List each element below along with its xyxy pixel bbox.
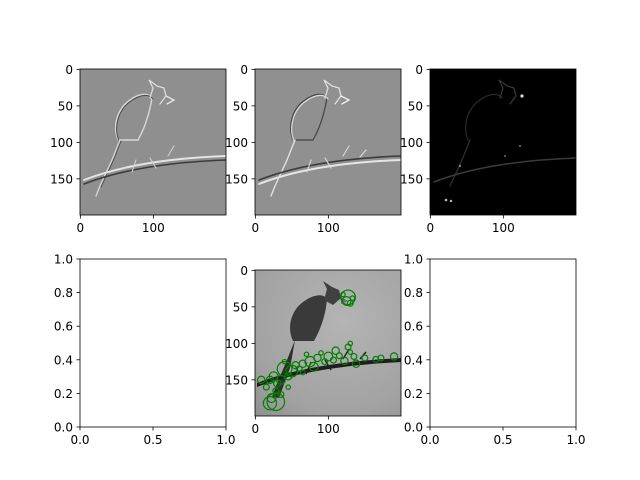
y-tick-label: 0: [415, 63, 423, 77]
y-tick-label: 100: [225, 337, 248, 351]
axes-frame-empty-left: [79, 258, 227, 428]
keypoint-circle: [341, 296, 352, 307]
keypoint-circle: [389, 352, 399, 361]
y-tick-label: 0.2: [54, 387, 73, 401]
y-tick-label: 0.0: [54, 421, 73, 435]
keypoint-circle: [256, 375, 266, 385]
keypoint-circle: [340, 356, 349, 366]
keypoint-circle: [321, 358, 329, 366]
keypoint-circle: [272, 387, 280, 395]
edge-response-bird: [433, 79, 576, 203]
x-tick-label: 0: [252, 422, 260, 436]
keypoint-circle: [300, 369, 306, 376]
y-tick-label: 0: [240, 264, 248, 278]
keypoint-circle: [273, 379, 282, 388]
x-tick-label: 1.0: [566, 433, 585, 447]
keypoint-circle: [303, 351, 310, 358]
y-tick-label: 1.0: [404, 253, 423, 267]
y-tick-label: 100: [50, 136, 73, 150]
axes-frame-empty-right: [429, 258, 577, 428]
y-tick-label: 150: [225, 172, 248, 186]
panel-relief-middle: [255, 69, 401, 215]
keypoint-circle: [276, 361, 293, 377]
keypoint-circle: [323, 351, 334, 362]
y-tick-label: 100: [225, 136, 248, 150]
y-tick-label: 100: [400, 136, 423, 150]
relief-left-bird: [83, 79, 226, 197]
panel-relief-left: [80, 69, 226, 215]
relief-middle-image: [255, 69, 401, 215]
x-tick-label: 100: [317, 221, 340, 235]
keypoint-circle: [347, 349, 354, 355]
keypoint-circle: [318, 350, 324, 356]
keypoint-circle: [350, 352, 358, 361]
y-tick-label: 1.0: [54, 253, 73, 267]
keypoint-circle: [266, 392, 286, 412]
keypoint-circle: [335, 352, 343, 360]
keypoint-circle: [349, 295, 356, 301]
y-tick-label: 50: [233, 300, 248, 314]
keypoint-circle: [340, 291, 346, 298]
edge-response-image: [430, 69, 576, 215]
x-tick-label: 0.5: [143, 433, 162, 447]
relief-left-image: [80, 69, 226, 215]
y-tick-label: 0.0: [404, 421, 423, 435]
keypoint-circle: [262, 396, 278, 411]
y-tick-label: 0: [240, 63, 248, 77]
y-tick-label: 0.8: [54, 286, 73, 300]
keypoint-circle: [331, 346, 340, 355]
panel-keypoints: [255, 270, 401, 416]
keypoint-circle: [262, 383, 270, 391]
y-tick-label: 0.4: [404, 353, 423, 367]
keypoint-circle: [377, 354, 385, 362]
relief-middle-bird: [258, 79, 401, 197]
y-tick-label: 50: [408, 99, 423, 113]
y-tick-label: 0.2: [404, 387, 423, 401]
keypoint-circle: [277, 390, 285, 398]
y-tick-label: 50: [58, 99, 73, 113]
y-tick-label: 150: [225, 373, 248, 387]
y-tick-label: 150: [400, 172, 423, 186]
keypoint-circle: [347, 340, 354, 347]
keypoint-circle: [285, 384, 292, 390]
keypoint-circle: [361, 354, 369, 362]
panel-edge-response: [430, 69, 576, 215]
y-tick-label: 150: [50, 172, 73, 186]
keypoint-circle: [304, 355, 316, 368]
x-tick-label: 1.0: [216, 433, 235, 447]
keypoint-circle: [329, 356, 337, 364]
keypoint-circle: [265, 375, 275, 385]
x-tick-label: 100: [317, 422, 340, 436]
x-tick-label: 0.5: [493, 433, 512, 447]
keypoint-circle: [281, 358, 288, 365]
y-tick-label: 0.6: [404, 320, 423, 334]
y-tick-label: 0.8: [404, 286, 423, 300]
keypoint-circle: [308, 361, 319, 372]
x-tick-label: 0.0: [420, 433, 439, 447]
y-tick-label: 0.6: [54, 320, 73, 334]
keypoint-circle: [346, 299, 354, 307]
y-tick-label: 0: [65, 63, 73, 77]
x-tick-label: 100: [142, 221, 165, 235]
keypoint-markers: [256, 289, 399, 412]
y-tick-label: 0.4: [54, 353, 73, 367]
keypoint-circle: [351, 359, 361, 369]
x-tick-label: 100: [492, 221, 515, 235]
x-tick-label: 0: [77, 221, 85, 235]
x-tick-label: 0.0: [70, 433, 89, 447]
y-tick-label: 50: [233, 99, 248, 113]
x-tick-label: 0: [427, 221, 435, 235]
tick-layer: 0 100 0 50 100 150 0 100 0 50 100 150 0 100 0 50 100 150 0…: [50, 63, 585, 447]
x-tick-label: 0: [252, 221, 260, 235]
